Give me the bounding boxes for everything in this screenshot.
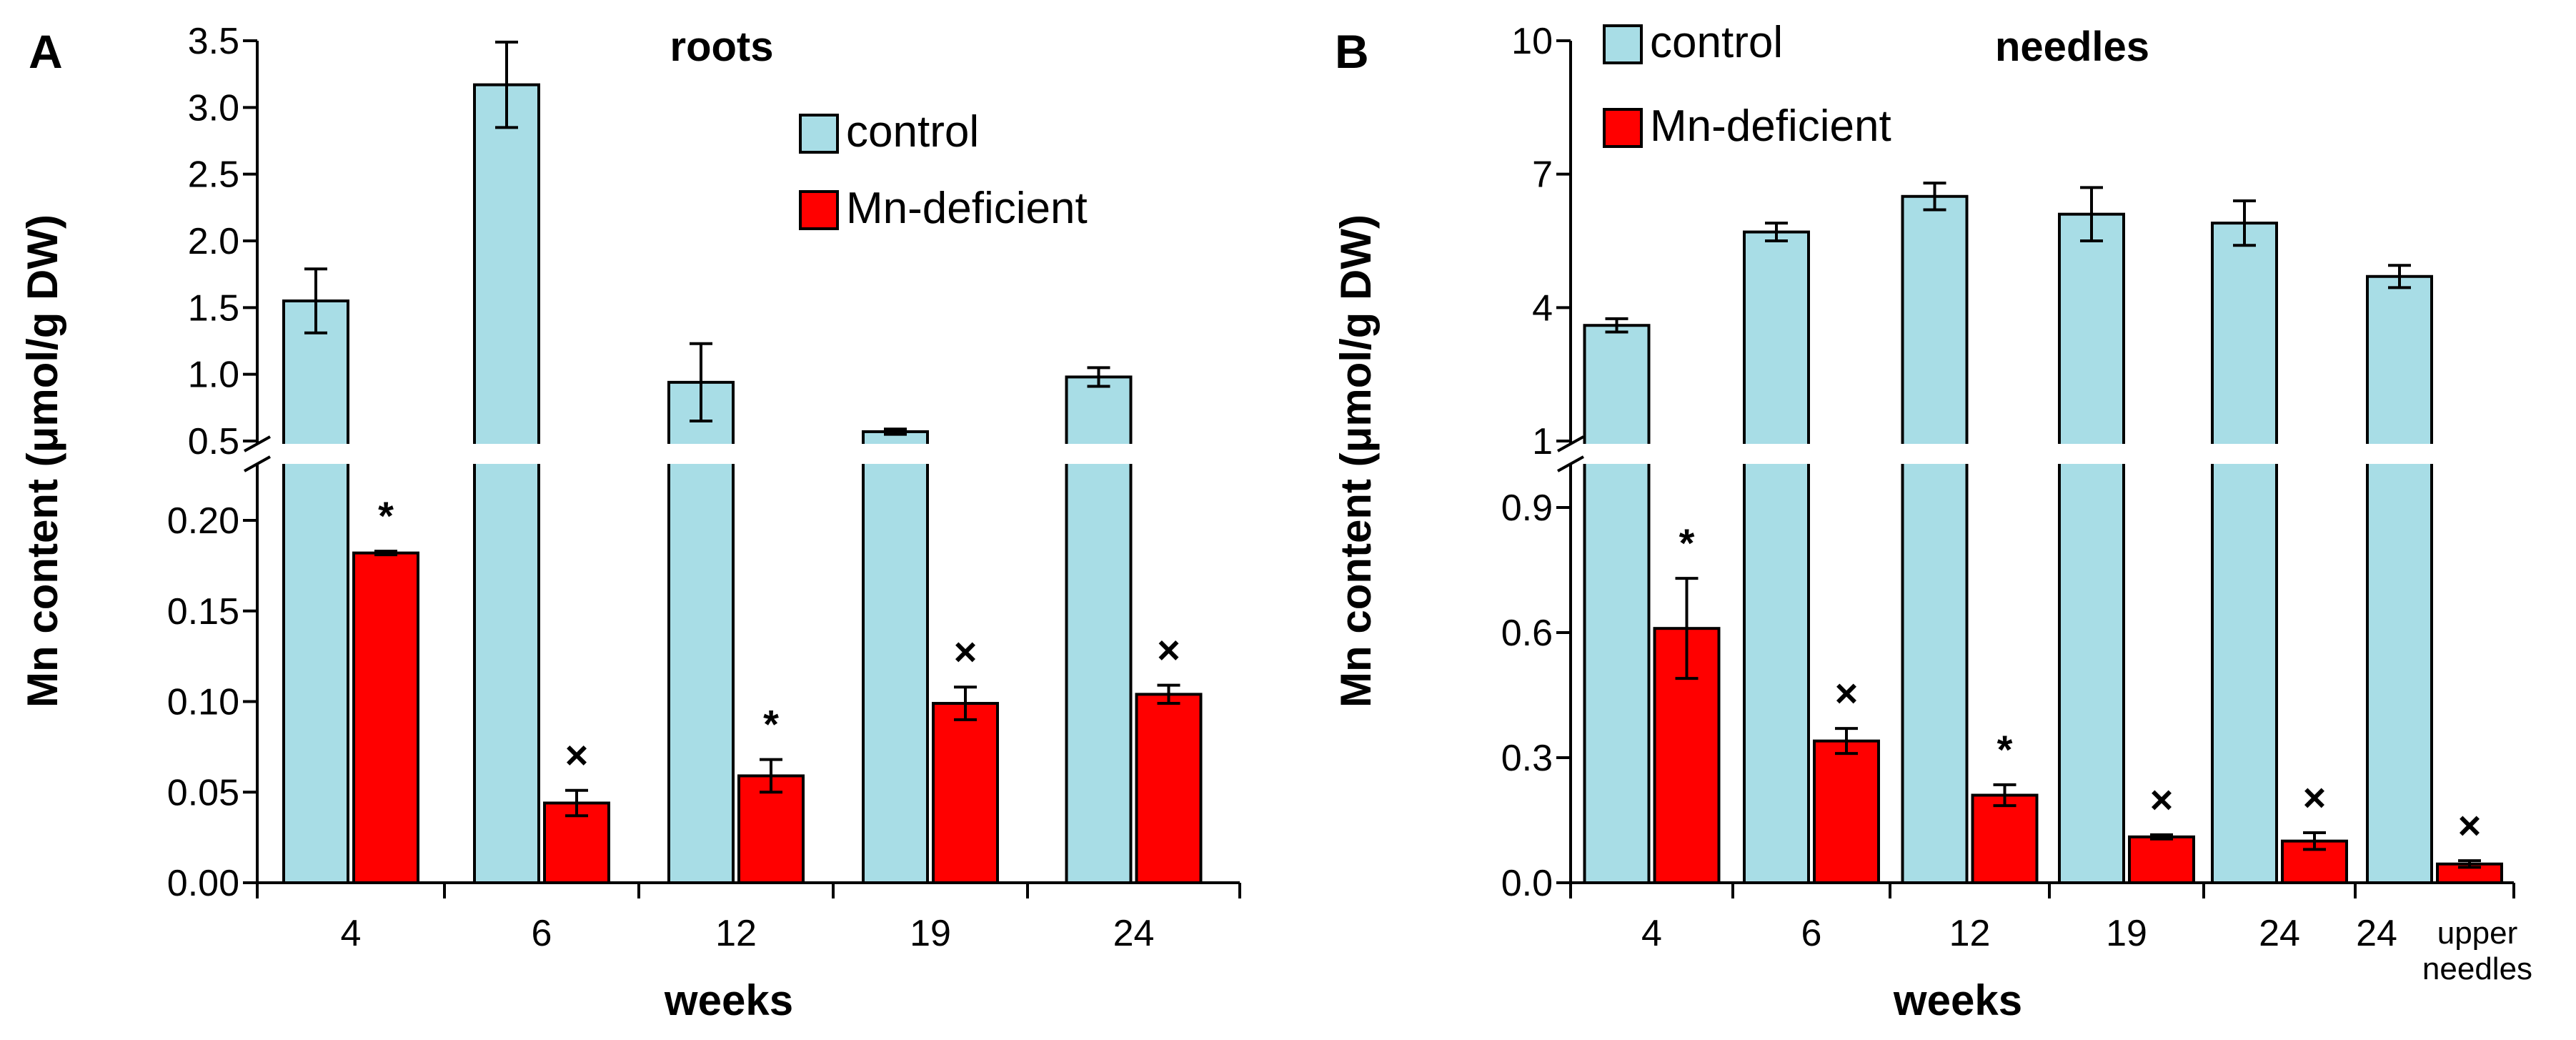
bar-deficient-19 xyxy=(2128,835,2195,885)
significance-marker-19: × xyxy=(954,629,978,674)
significance-marker-24: × xyxy=(2458,803,2482,848)
x-tick-label-5: 24 xyxy=(2356,913,2397,954)
legend-swatch-control xyxy=(1603,24,1643,64)
bar-deficient-12 xyxy=(1971,793,2039,884)
legend-label-deficient: Mn-deficient xyxy=(846,184,1088,233)
axis-break-gap xyxy=(1549,444,2521,464)
axis-break-mark-lower xyxy=(244,455,271,472)
bar-control-19 xyxy=(862,430,929,884)
y-tick-label-upper-2: 1.5 xyxy=(188,287,239,329)
x-tick-label-0: 4 xyxy=(341,913,362,954)
y-tick-label-upper-1: 1.0 xyxy=(188,355,239,396)
y-tick-label-upper-6: 3.5 xyxy=(188,21,239,62)
axis-break-mark-lower xyxy=(1557,455,1584,472)
significance-marker-4: * xyxy=(378,493,394,538)
chart-panel-b: * 4 × 6 * 12 × 19 × 24 × 24 1 4 7 10 0.0 0.3 0.6 0.9 B needle… xyxy=(1332,18,2532,1024)
y-axis-title: Mn content (μmol/g DW) xyxy=(19,214,66,708)
y-tick-label-lower-0: 0.0 xyxy=(1501,863,1553,904)
axis-break-mark-upper xyxy=(244,435,271,452)
x-tick-note-word-0: upper xyxy=(2437,916,2518,951)
bar-control-6 xyxy=(473,83,540,885)
y-tick-label-lower-4: 0.20 xyxy=(167,500,239,542)
significance-marker-12: * xyxy=(763,702,779,747)
significance-marker-6: × xyxy=(1835,670,1859,715)
significance-marker-19: × xyxy=(2150,777,2174,822)
axis-break-mark-upper xyxy=(1557,435,1584,452)
x-tick-label-1: 6 xyxy=(1801,913,1822,954)
x-tick-label-3: 19 xyxy=(2106,913,2147,954)
x-tick-label-1: 6 xyxy=(532,913,552,954)
y-tick-label-upper-1: 4 xyxy=(1532,287,1553,329)
bar-control-4 xyxy=(282,299,349,884)
bar-deficient-19 xyxy=(932,702,999,884)
y-tick-label-upper-0: 1 xyxy=(1532,421,1553,462)
y-tick-label-upper-5: 3.0 xyxy=(188,87,239,129)
panel-title: needles xyxy=(1995,24,2149,70)
y-tick-label-upper-3: 10 xyxy=(1511,21,1553,62)
bar-control-12 xyxy=(1901,194,1969,884)
x-tick-label-2: 12 xyxy=(715,913,757,954)
x-tick-label-4: 24 xyxy=(2259,913,2300,954)
significance-marker-12: * xyxy=(1997,727,2013,772)
y-tick-label-upper-3: 2.0 xyxy=(188,221,239,262)
bar-deficient-6 xyxy=(1813,739,1880,884)
significance-marker-6: × xyxy=(565,733,589,778)
y-tick-label-lower-1: 0.05 xyxy=(167,772,239,813)
bar-deficient-4 xyxy=(352,551,419,884)
y-tick-label-lower-2: 0.6 xyxy=(1501,613,1553,654)
x-tick-label-4: 24 xyxy=(1113,913,1155,954)
y-axis-title: Mn content (μmol/g DW) xyxy=(1332,214,1380,708)
chart-panel-a: * 4 × 6 * 12 × 19 × 24 0.5 1.0 1.5 2.0 2.5 3.0 3.5 0.00 0.… xyxy=(19,21,1247,1024)
y-tick-label-lower-3: 0.15 xyxy=(167,591,239,633)
y-tick-label-lower-3: 0.9 xyxy=(1501,487,1553,529)
bar-deficient-12 xyxy=(737,774,805,885)
y-tick-label-upper-4: 2.5 xyxy=(188,154,239,196)
bar-control-24 xyxy=(2211,222,2278,885)
x-tick-note-word-1: needles xyxy=(2422,951,2532,986)
legend-swatch-deficient xyxy=(1603,108,1643,148)
x-axis-title: weeks xyxy=(1893,976,2022,1024)
y-tick-label-lower-2: 0.10 xyxy=(167,682,239,723)
x-tick-note-upper-needles: upper needles xyxy=(2422,916,2532,986)
axis-break-gap xyxy=(236,444,1247,464)
bar-deficient-24 xyxy=(1135,693,1203,884)
panel-title: roots xyxy=(670,24,774,70)
y-tick-label-upper-2: 7 xyxy=(1532,154,1553,196)
x-tick-label-3: 19 xyxy=(910,913,951,954)
significance-marker-24: × xyxy=(1157,628,1180,673)
bar-control-24 xyxy=(2366,274,2433,884)
bar-control-6 xyxy=(1743,230,1810,884)
significance-marker-24: × xyxy=(2303,775,2327,820)
x-axis-title: weeks xyxy=(664,976,793,1024)
y-tick-label-lower-1: 0.3 xyxy=(1501,738,1553,779)
x-tick-label-0: 4 xyxy=(1641,913,1662,954)
y-tick-label-upper-0: 0.5 xyxy=(188,421,239,462)
legend-label-control: control xyxy=(846,107,979,157)
legend-label-deficient: Mn-deficient xyxy=(1650,101,1891,151)
y-tick-label-lower-0: 0.00 xyxy=(167,863,239,904)
x-tick-label-2: 12 xyxy=(1949,913,1991,954)
panel-letter: B xyxy=(1335,25,1369,78)
panel-letter: A xyxy=(29,25,63,78)
bar-control-19 xyxy=(2058,212,2125,884)
significance-marker-4: * xyxy=(1679,520,1695,565)
legend-label-control: control xyxy=(1650,18,1783,67)
legend-swatch-control xyxy=(799,114,839,154)
bar-control-4 xyxy=(1583,324,1651,884)
legend-swatch-deficient xyxy=(799,190,839,230)
